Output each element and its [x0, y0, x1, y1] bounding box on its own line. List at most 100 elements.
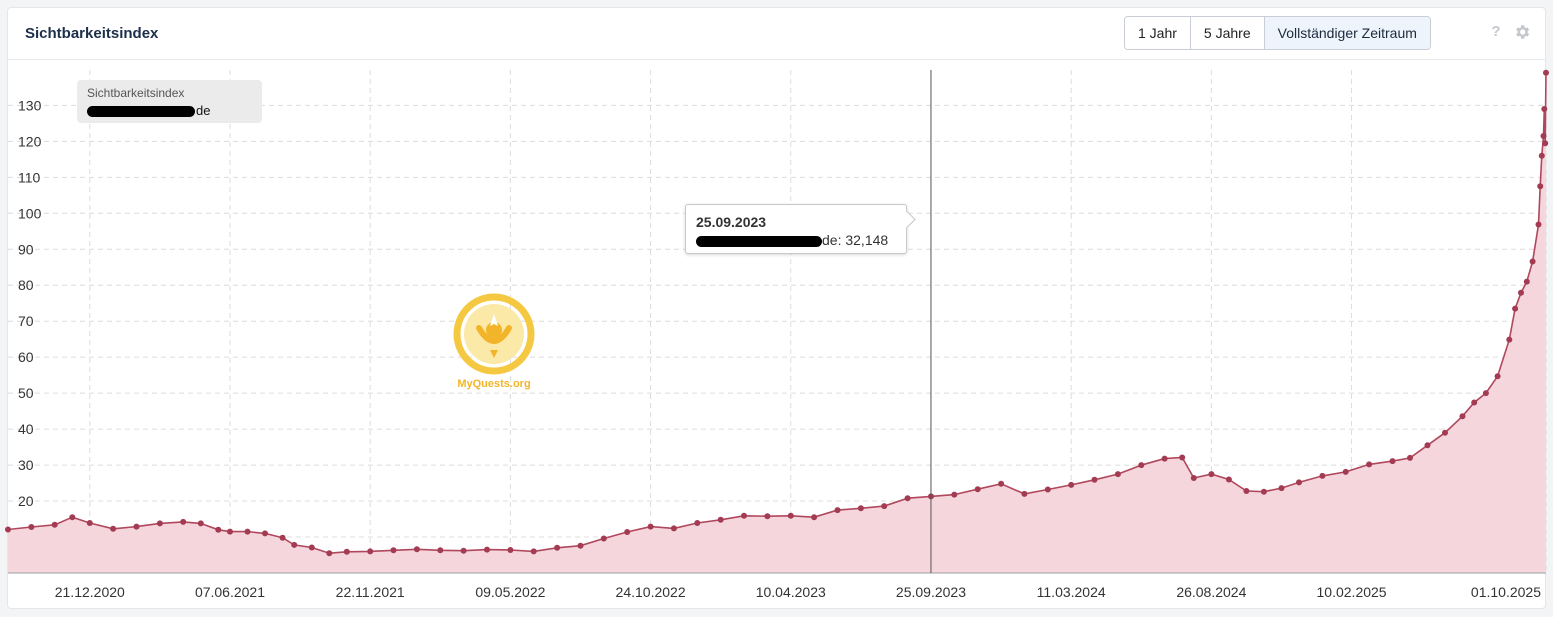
- data-point[interactable]: [1523, 278, 1530, 285]
- data-point[interactable]: [1482, 390, 1489, 397]
- gear-icon[interactable]: [1513, 23, 1531, 41]
- data-point[interactable]: [1538, 152, 1545, 159]
- data-point[interactable]: [244, 528, 251, 535]
- data-point[interactable]: [577, 542, 584, 549]
- data-point[interactable]: [1225, 476, 1232, 483]
- data-point[interactable]: [1068, 481, 1075, 488]
- data-point[interactable]: [484, 546, 490, 553]
- data-point[interactable]: [974, 486, 981, 493]
- data-point[interactable]: [554, 544, 561, 551]
- data-point[interactable]: [647, 523, 654, 530]
- data-point[interactable]: [1114, 471, 1121, 478]
- data-point[interactable]: [1459, 413, 1466, 420]
- data-point[interactable]: [694, 520, 701, 526]
- data-point[interactable]: [1389, 458, 1396, 465]
- range-selector: 1 Jahr 5 Jahre Vollständiger Zeitraum: [1124, 16, 1431, 50]
- help-icon[interactable]: ?: [1491, 23, 1501, 40]
- data-point[interactable]: [343, 548, 350, 555]
- x-tick-label: 26.08.2024: [1176, 584, 1246, 600]
- data-point[interactable]: [413, 546, 420, 553]
- data-point[interactable]: [857, 505, 864, 512]
- data-point[interactable]: [5, 526, 11, 533]
- data-point[interactable]: [326, 550, 333, 557]
- data-point[interactable]: [1342, 468, 1349, 475]
- data-point[interactable]: [1518, 289, 1524, 296]
- data-point[interactable]: [670, 525, 677, 532]
- data-point[interactable]: [811, 514, 818, 521]
- data-point[interactable]: [1537, 183, 1544, 190]
- data-point[interactable]: [507, 547, 514, 553]
- data-point[interactable]: [1506, 336, 1513, 343]
- data-point[interactable]: [197, 520, 204, 527]
- data-point[interactable]: [600, 535, 607, 542]
- data-point[interactable]: [717, 516, 724, 523]
- data-point[interactable]: [1044, 486, 1051, 493]
- data-point[interactable]: [156, 520, 163, 527]
- data-point[interactable]: [1535, 221, 1542, 228]
- x-tick-label: 22.11.2021: [336, 584, 405, 600]
- tooltip-value: 32,148: [845, 232, 889, 248]
- data-point[interactable]: [787, 512, 794, 519]
- data-point[interactable]: [279, 534, 286, 541]
- data-point[interactable]: [1494, 373, 1501, 380]
- data-point[interactable]: [437, 547, 444, 554]
- data-point[interactable]: [1542, 140, 1549, 147]
- data-point[interactable]: [1543, 69, 1549, 76]
- range-1-year-button[interactable]: 1 Jahr: [1125, 17, 1191, 49]
- data-point[interactable]: [1296, 479, 1302, 486]
- data-point[interactable]: [1442, 429, 1448, 436]
- data-point[interactable]: [1407, 454, 1413, 461]
- y-tick-label: 120: [18, 133, 42, 149]
- data-point[interactable]: [1471, 399, 1478, 406]
- data-point[interactable]: [1278, 485, 1285, 492]
- data-point[interactable]: [133, 523, 140, 530]
- data-point[interactable]: [215, 526, 222, 533]
- data-point[interactable]: [1091, 476, 1098, 483]
- data-point[interactable]: [1319, 472, 1326, 479]
- data-point[interactable]: [1424, 442, 1431, 449]
- data-point[interactable]: [110, 525, 117, 532]
- data-point[interactable]: [291, 541, 298, 548]
- data-point[interactable]: [227, 528, 233, 535]
- range-5-years-button[interactable]: 5 Jahre: [1190, 17, 1265, 49]
- data-point[interactable]: [741, 512, 747, 519]
- data-point[interactable]: [1138, 462, 1145, 469]
- legend-domain-suffix: de: [196, 103, 211, 118]
- data-point[interactable]: [624, 529, 631, 535]
- data-point[interactable]: [390, 547, 397, 554]
- data-point[interactable]: [1243, 488, 1250, 494]
- data-point[interactable]: [308, 544, 315, 551]
- data-point[interactable]: [1021, 490, 1028, 497]
- data-point[interactable]: [86, 520, 93, 526]
- data-point[interactable]: [1540, 133, 1547, 139]
- x-tick-label: 01.10.2025: [1471, 584, 1541, 600]
- data-point[interactable]: [951, 491, 958, 498]
- data-point[interactable]: [180, 518, 187, 525]
- data-point[interactable]: [1366, 461, 1373, 468]
- data-point[interactable]: [1260, 488, 1267, 495]
- data-point[interactable]: [530, 548, 537, 555]
- data-point[interactable]: [51, 521, 58, 528]
- data-point[interactable]: [69, 514, 76, 521]
- y-tick-label: 90: [18, 241, 34, 257]
- data-point[interactable]: [998, 480, 1005, 487]
- data-point[interactable]: [1179, 454, 1186, 461]
- data-point[interactable]: [28, 524, 35, 530]
- data-point[interactable]: [834, 507, 841, 514]
- series-markers[interactable]: [5, 69, 1549, 557]
- data-point[interactable]: [1512, 305, 1519, 312]
- data-point[interactable]: [1541, 106, 1548, 112]
- x-tick-label: 10.02.2025: [1317, 584, 1387, 600]
- data-point[interactable]: [881, 503, 888, 510]
- data-point[interactable]: [904, 495, 911, 502]
- data-point[interactable]: [367, 548, 374, 555]
- data-point[interactable]: [1208, 471, 1215, 478]
- range-full-button[interactable]: Vollständiger Zeitraum: [1264, 17, 1430, 49]
- data-point[interactable]: [1190, 475, 1197, 481]
- data-point[interactable]: [460, 547, 467, 554]
- data-point[interactable]: [1161, 455, 1168, 462]
- data-point[interactable]: [262, 530, 268, 537]
- data-point[interactable]: [1529, 258, 1536, 265]
- data-point[interactable]: [764, 513, 771, 520]
